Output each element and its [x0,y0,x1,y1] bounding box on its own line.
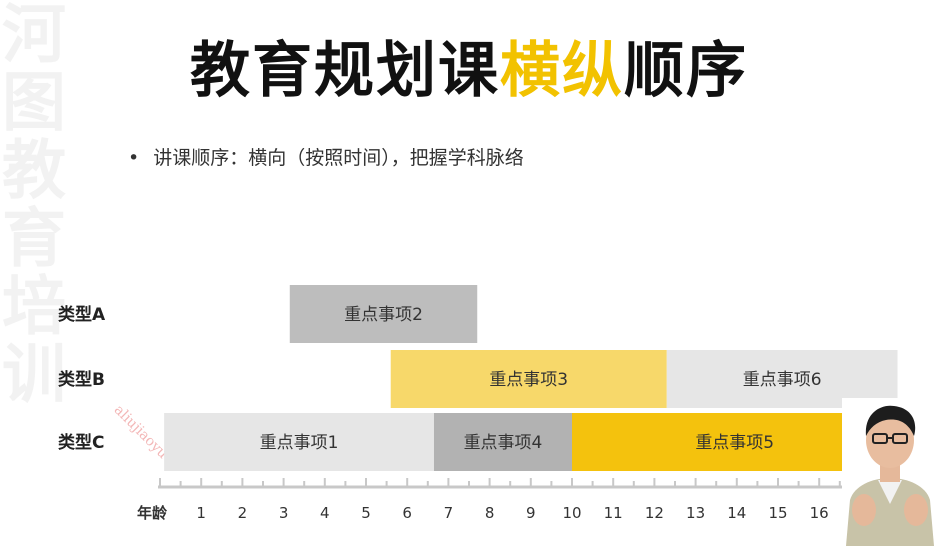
tick-label: 2 [238,504,248,522]
timeline-bar [433,413,572,471]
bar-label: 重点事项3 [489,370,568,390]
row-label: 类型A [58,304,106,325]
tick-label: 3 [279,504,289,522]
row-label: 类型B [58,369,105,390]
tick-label: 4 [320,504,330,522]
tick-label: 5 [361,504,371,522]
tick-label: 9 [526,504,536,522]
bullet-dot-icon: • [128,147,140,169]
row-label: 类型C [58,432,104,453]
bullet-text: 讲课顺序：横向（按照时间），把握学科脉络 [153,147,524,169]
tick-label: 16 [810,504,829,522]
timeline-bar [289,285,478,343]
slide-title: 教育规划课横纵顺序 [0,22,938,109]
title-part2: 顺序 [624,36,748,106]
title-highlight: 横纵 [500,36,624,106]
bar-label: 重点事项5 [695,433,774,453]
bar-label: 重点事项1 [260,433,339,453]
bar-label: 重点事项2 [344,305,423,325]
presenter-video [842,398,938,546]
timeline-bar [390,350,667,408]
tick-label: 14 [727,504,746,522]
title-part1: 教育规划课 [190,36,500,106]
tick-label: 8 [485,504,495,522]
bar-label: 重点事项6 [743,370,822,390]
tick-label: 10 [562,504,581,522]
x-axis-title: 年龄 [137,504,168,522]
bullet-point: • 讲课顺序：横向（按照时间），把握学科脉络 [128,143,524,170]
tick-label: 7 [444,504,454,522]
tick-label: 1 [196,504,206,522]
timeline-bar [164,413,434,471]
tick-label: 11 [604,504,623,522]
tick-label: 15 [768,504,787,522]
tick-label: 6 [402,504,412,522]
bar-label: 重点事项4 [464,433,543,453]
tick-label: 12 [645,504,664,522]
tick-label: 13 [686,504,705,522]
